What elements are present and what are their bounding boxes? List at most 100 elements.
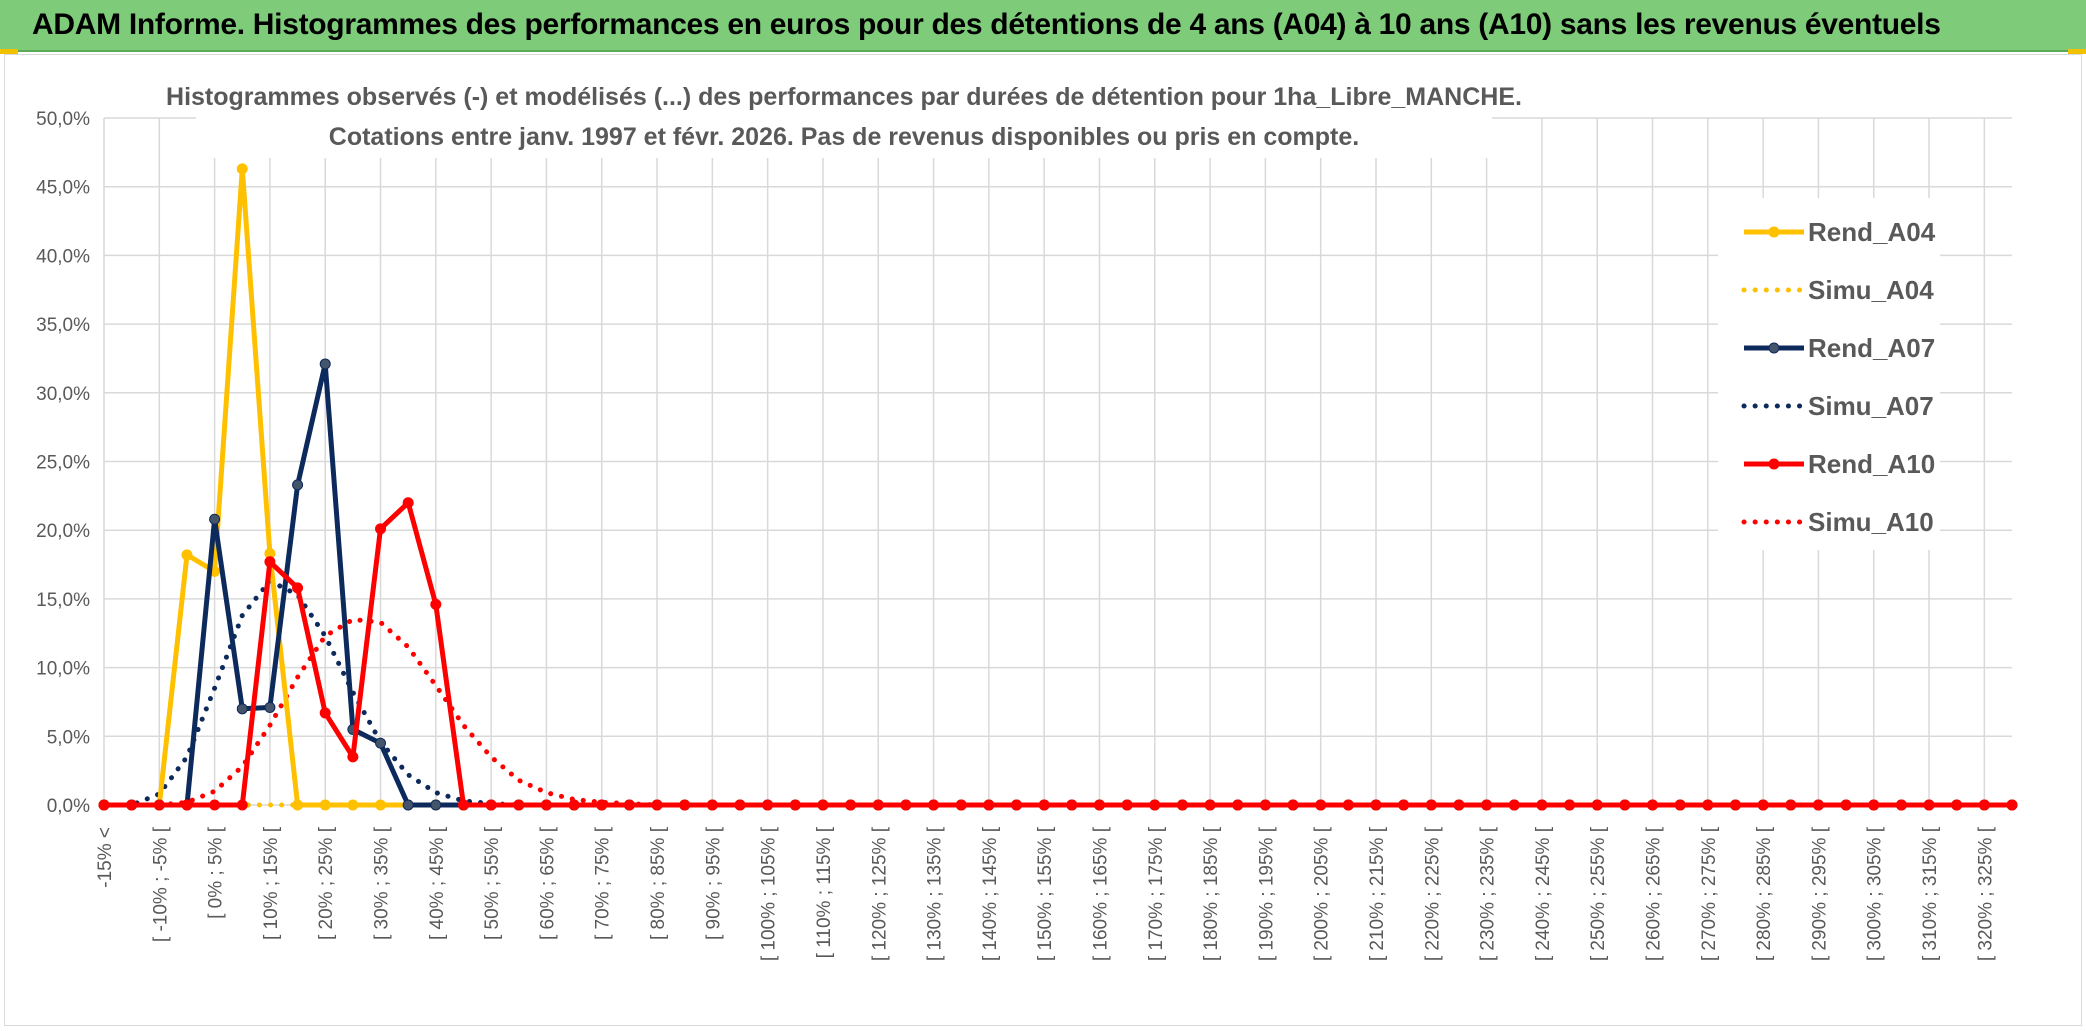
data-point [679,799,691,811]
y-tick-label: 45,0% [36,178,90,199]
series-rend-a10 [98,497,2018,811]
data-point [568,799,580,811]
data-point [1868,799,1880,811]
data-point [1674,799,1686,811]
data-point [983,799,995,811]
data-point [1481,799,1493,811]
data-point [1287,799,1299,811]
data-point [596,799,608,811]
data-point [375,523,387,535]
data-point [789,799,801,811]
x-tick-label: [ 150% ; 155% [ [1035,826,1056,961]
series-simu-a07 [101,578,2015,808]
series-line [104,500,2012,808]
data-point [375,799,387,811]
data-point [292,479,304,491]
x-tick-label: [ 110% ; 115% [ [814,826,835,958]
data-point [430,799,442,811]
y-tick-label: 40,0% [36,246,90,267]
x-tick-label: [ 170% ; 175% [ [1146,826,1167,961]
x-tick-label: [ 30% ; 35% [ [372,826,393,940]
legend-label: Simu_A10 [1808,507,1934,537]
legend-marker [1768,226,1780,238]
data-point [1204,799,1216,811]
x-tick-label: [ 60% ; 65% [ [537,826,558,940]
corner-accent-left [0,49,18,54]
series-simu-a10 [101,617,2015,808]
data-point [1951,799,1963,811]
data-point [347,751,359,763]
data-point [1508,799,1520,811]
subtitle-background [196,76,1492,158]
data-point [292,799,304,811]
data-point [1425,799,1437,811]
x-tick-label: [ 70% ; 75% [ [593,826,614,940]
data-point [1038,799,1050,811]
data-point [1895,799,1907,811]
x-axis: -15% < [ -10% ; -5% [[ 0% ; 5% [[ 10% ; 1… [95,826,1996,961]
data-point [2006,799,2018,811]
data-point [1342,799,1354,811]
data-point [900,799,912,811]
data-point [319,707,331,719]
data-point [153,799,165,811]
data-point [1398,799,1410,811]
data-point [236,163,248,175]
series-line [101,578,2015,808]
data-point [513,799,525,811]
x-tick-label: [ 0% ; 5% [ [206,826,227,919]
data-point [1840,799,1852,811]
data-point [540,799,552,811]
data-point [734,799,746,811]
x-tick-label: [ 300% ; 305% [ [1865,826,1886,961]
legend-entry: Simu_A10 [1741,507,1934,537]
data-point [1259,799,1271,811]
legend-entry: Simu_A04 [1741,275,1934,305]
series-line [101,617,2015,808]
x-tick-label: [ 190% ; 195% [ [1256,826,1277,961]
legend-marker [1768,458,1780,470]
data-point [1315,799,1327,811]
x-tick-label: [ 310% ; 315% [ [1920,826,1941,961]
report-banner: ADAM Informe. Histogrammes des performan… [0,0,2086,52]
data-point [319,358,331,370]
y-tick-label: 15,0% [36,590,90,611]
chart-subtitle-line-1: Histogrammes observés (-) et modélisés (… [166,83,1522,111]
data-point [98,799,110,811]
data-point [955,799,967,811]
data-point [292,582,304,594]
data-point [1619,799,1631,811]
data-point [1093,799,1105,811]
x-tick-label: [ 210% ; 215% [ [1367,826,1388,961]
data-point [706,799,718,811]
x-tick-label: [ 40% ; 45% [ [427,826,448,940]
chart-subtitle-line-2: Cotations entre janv. 1997 et févr. 2026… [329,123,1359,151]
y-tick-label: 50,0% [36,109,90,130]
data-point [1591,799,1603,811]
data-point [209,513,221,525]
data-point [1453,799,1465,811]
y-tick-label: 20,0% [36,521,90,542]
x-tick-label: [ 160% ; 165% [ [1090,826,1111,961]
data-point [430,598,442,610]
data-point [1978,799,1990,811]
legend-entry: Rend_A10 [1744,449,1935,479]
legend-label: Rend_A07 [1808,333,1935,363]
data-point [845,799,857,811]
y-tick-label: 25,0% [36,453,90,474]
data-point [1011,799,1023,811]
data-point [1564,799,1576,811]
x-tick-label: [ 260% ; 265% [ [1644,826,1665,961]
data-point [347,799,359,811]
y-axis: 0,0% 5,0% 10,0% 15,0% 20,0% 25,0% 30,0% 35,0% 40… [36,109,90,817]
x-tick-label: [ 130% ; 135% [ [925,826,946,961]
legend-background [1718,198,1940,550]
x-tick-label: [ 280% ; 285% [ [1754,826,1775,961]
data-point [1232,799,1244,811]
legend-entry: Rend_A04 [1744,217,1936,247]
x-tick-label: [ 80% ; 85% [ [648,826,669,940]
x-tick-label: [ 290% ; 295% [ [1809,826,1830,961]
x-tick-label: [ 270% ; 275% [ [1699,826,1720,961]
data-point [623,799,635,811]
